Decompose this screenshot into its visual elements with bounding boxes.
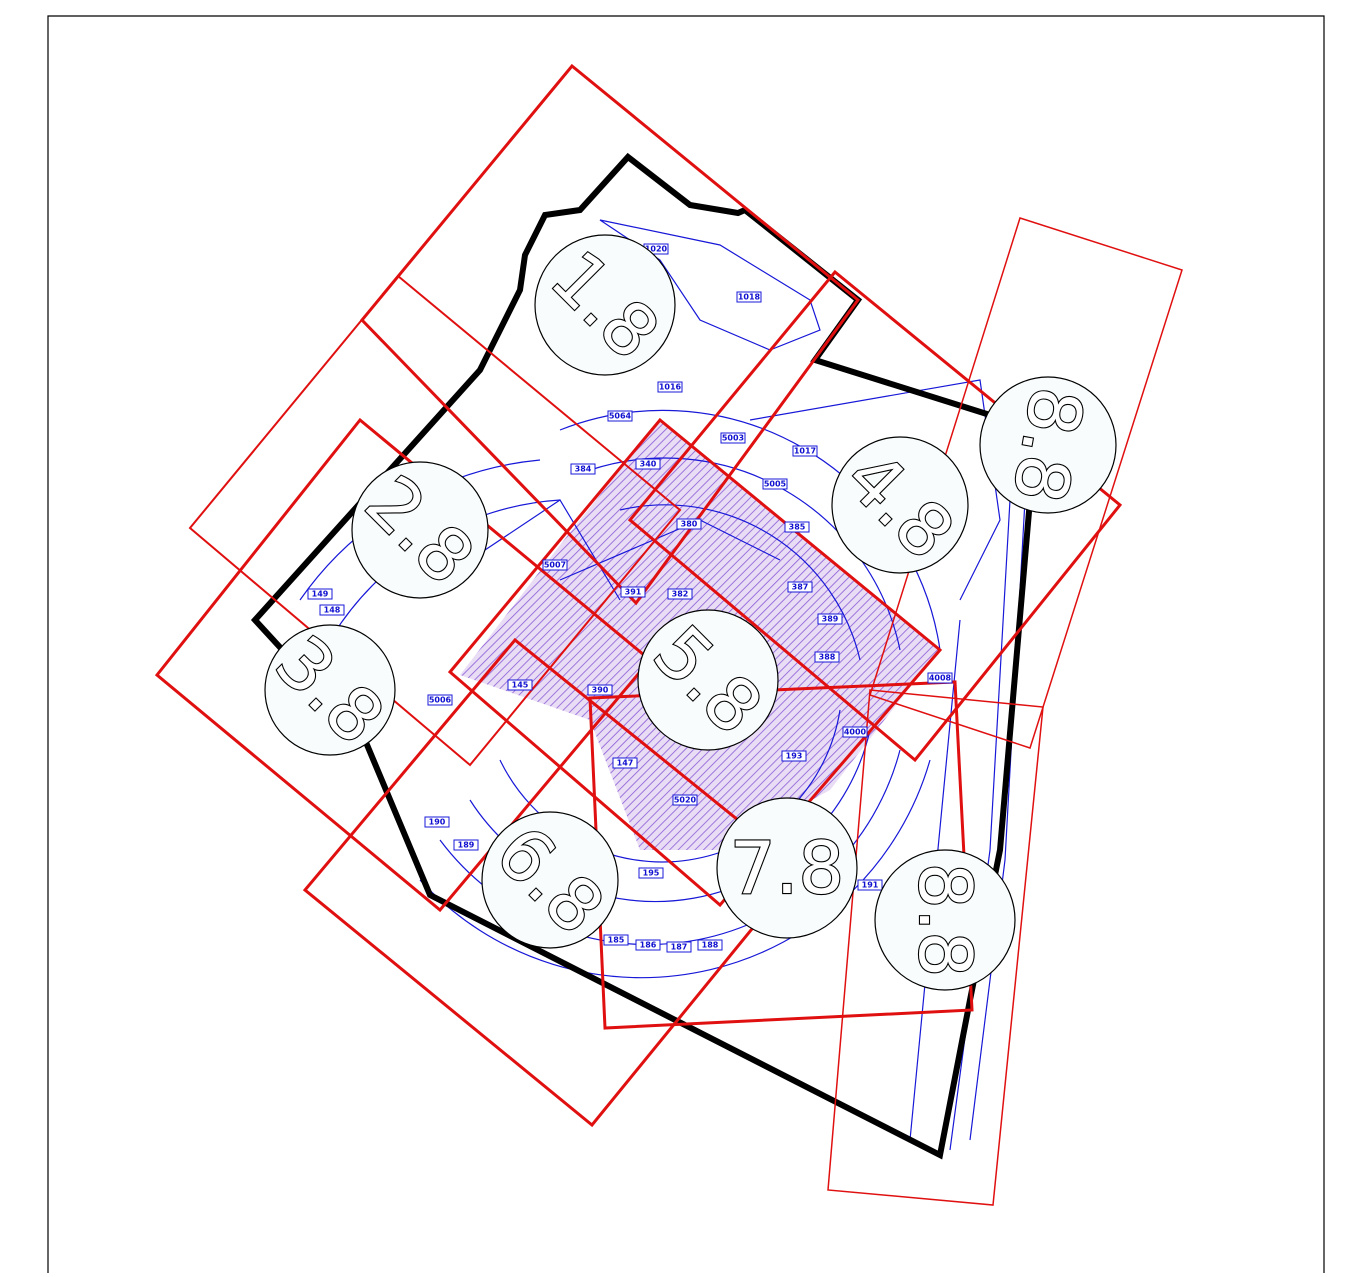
parcel-label: 340	[640, 460, 657, 469]
sheet-label: 8.8	[903, 863, 987, 978]
parcel-box	[620, 586, 646, 598]
parcel-label: 149	[312, 590, 329, 599]
sheet-label: 7.8	[730, 826, 845, 910]
parcel-box	[570, 463, 596, 475]
parcel-label: 5006	[429, 696, 452, 705]
parcel-label: 190	[429, 818, 446, 827]
sheet-marker	[831, 436, 969, 574]
parcel-box	[319, 604, 345, 616]
sheet-label: 2.8	[350, 460, 490, 600]
parcel-label: 5020	[674, 796, 697, 805]
parcel-label: 1016	[659, 383, 682, 392]
parcel-box	[635, 939, 661, 951]
sheet-label: 4.8	[830, 435, 970, 575]
sheet-outline	[302, 637, 803, 1128]
parcel-box	[307, 588, 333, 600]
parcel-box	[762, 478, 788, 490]
parcel-label: 195	[643, 869, 660, 878]
parcel-box	[635, 458, 661, 470]
parcel-label: 385	[789, 523, 806, 532]
parcel-label: 1018	[738, 293, 761, 302]
parcel-label: 387	[792, 583, 809, 592]
parcel-box	[857, 879, 883, 891]
sheet-marker	[716, 797, 858, 939]
parcel-label: 390	[592, 686, 609, 695]
site-boundary	[250, 152, 1034, 1160]
sheet-outline	[827, 689, 1044, 1206]
sheet-marker	[264, 624, 396, 756]
parcel-box	[603, 934, 629, 946]
sheet-marker	[637, 609, 779, 751]
parcel-label: 188	[702, 941, 719, 950]
sheet-marker	[351, 461, 489, 599]
sheet-outline	[188, 274, 682, 767]
parcel-box	[427, 694, 453, 706]
parcel-box	[781, 750, 807, 762]
parcel-label: 187	[671, 943, 688, 952]
parcel-box	[424, 816, 450, 828]
parcel-box	[542, 559, 568, 571]
parcel-label: 191	[862, 881, 879, 890]
parcel-label: 391	[625, 588, 642, 597]
parcel-label: 148	[324, 606, 341, 615]
parcel-box	[697, 939, 723, 951]
parcel-label: 4000	[844, 728, 867, 737]
parcel-label: 384	[575, 465, 592, 474]
parcel-label: 1017	[794, 447, 816, 456]
sheet-marker	[481, 811, 619, 949]
parcel-box	[842, 726, 868, 738]
sheet-outline	[359, 63, 861, 606]
parcel-label: 5005	[764, 480, 787, 489]
sheet-label: 3.8	[260, 620, 400, 760]
parcel-label: 147	[617, 759, 634, 768]
parcel-label: 145	[512, 681, 529, 690]
parcel-box	[667, 588, 693, 600]
parcel-box	[792, 445, 818, 457]
sheet-label: 8.8	[997, 381, 1100, 508]
sheet-outline	[154, 417, 653, 913]
parcel-label: 1020	[645, 245, 668, 254]
parcel-label: 382	[672, 590, 689, 599]
parcel-label: 5003	[722, 434, 744, 443]
parcel-box	[676, 518, 702, 530]
sheet-outline	[447, 417, 943, 908]
parcel-box	[666, 941, 692, 953]
parcel-box	[814, 651, 840, 663]
parcel-label: 380	[681, 520, 698, 529]
parcel-box	[607, 410, 633, 422]
parcel-box	[787, 581, 813, 593]
sheet-marker	[874, 849, 1016, 991]
parcel-label: 186	[640, 941, 657, 950]
sheet-outlines	[154, 63, 1183, 1206]
parcel-box	[817, 613, 843, 625]
parcel-box	[612, 757, 638, 769]
sheet-marker	[979, 376, 1117, 514]
sheet-frame	[47, 15, 1325, 1273]
parcel-label: 189	[458, 841, 475, 850]
parcel-box	[453, 839, 479, 851]
parcel-label: 4008	[929, 674, 952, 683]
parcel-box	[587, 684, 613, 696]
parcel-box	[736, 291, 762, 303]
parcel-box	[927, 672, 953, 684]
parcel-label: 389	[822, 615, 839, 624]
parcel-box	[784, 521, 810, 533]
parcel-label: 5007	[544, 561, 566, 570]
parcel-label: 5064	[609, 412, 632, 421]
parcel-label: 193	[786, 752, 803, 761]
parcel-box	[720, 432, 746, 444]
sheet-marker	[534, 234, 676, 376]
parcel-labels: 1018 1016 1017 1020 5064 5003 5005 340 380 382 384…	[307, 243, 953, 953]
parcel-label: 388	[819, 653, 836, 662]
parcel-box	[507, 679, 533, 691]
parcel-box	[672, 794, 698, 806]
parcel-label: 185	[608, 936, 625, 945]
parcel-box	[657, 381, 683, 393]
parcel-box	[638, 867, 664, 879]
